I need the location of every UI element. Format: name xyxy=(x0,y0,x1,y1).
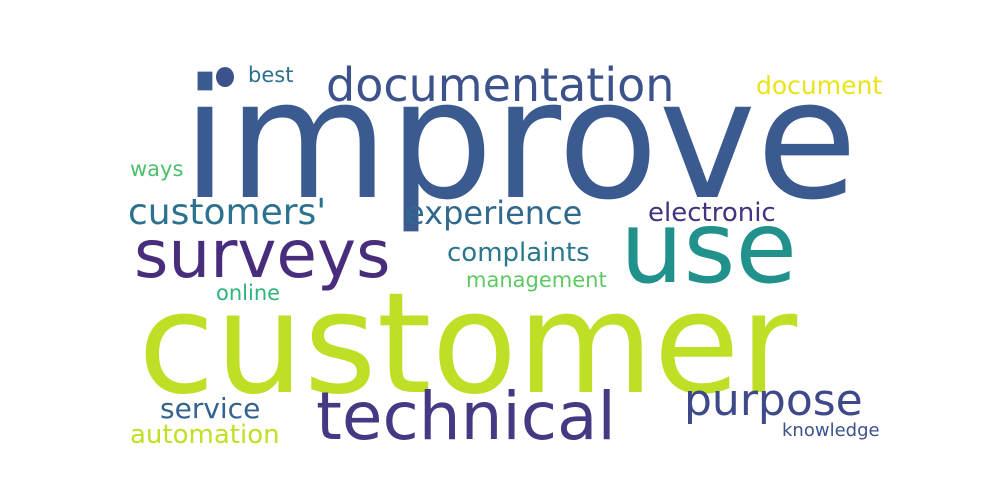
word-online: online xyxy=(216,281,281,305)
stray-dot xyxy=(216,67,234,87)
word-service: service xyxy=(160,392,261,425)
word-surveys: surveys xyxy=(134,216,391,293)
word-best: best xyxy=(248,63,294,87)
word-improve: improve xyxy=(182,44,858,236)
word-technical: technical xyxy=(316,378,616,455)
word-customers-possessive: customers' xyxy=(128,192,327,233)
word-purpose: purpose xyxy=(684,375,863,426)
word-document: document xyxy=(756,71,883,100)
word-electronic: electronic xyxy=(648,198,776,228)
word-use: use xyxy=(620,189,798,306)
word-knowledge: knowledge xyxy=(782,420,880,441)
word-documentation: documentation xyxy=(326,58,675,112)
word-automation: automation xyxy=(130,420,280,450)
word-experience: experience xyxy=(405,194,583,232)
word-ways: ways xyxy=(130,157,184,181)
word-customer: customer xyxy=(138,263,798,426)
word-management: management xyxy=(466,268,607,292)
word-complaints: complaints xyxy=(447,238,590,268)
